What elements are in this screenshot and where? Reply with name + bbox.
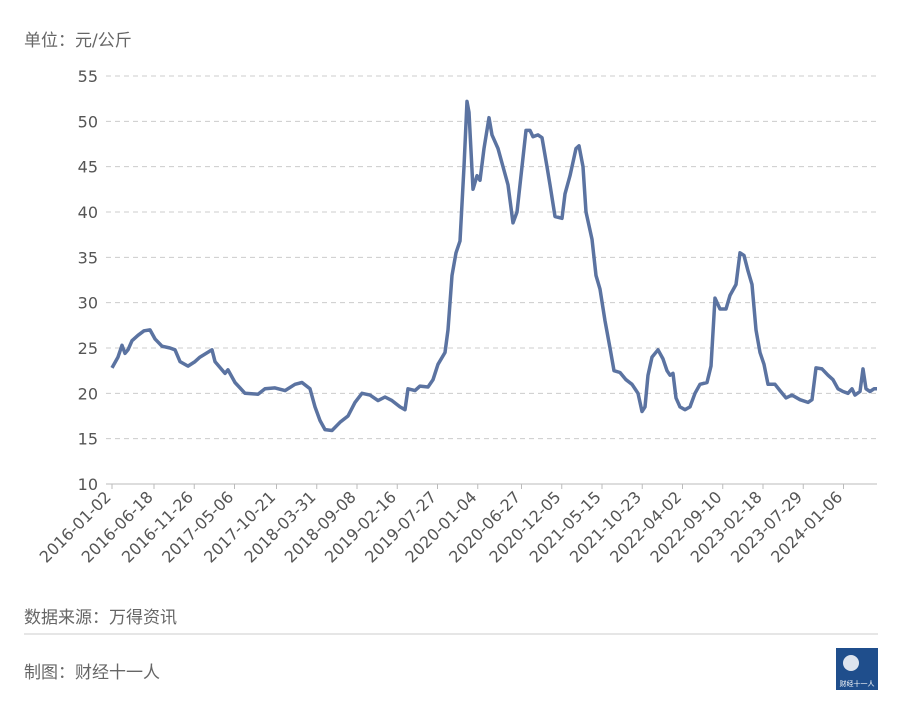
y-tick-label: 50 [78,112,98,131]
y-tick-label: 15 [78,430,98,449]
logo-text: 财经十一人 [840,679,875,688]
unit-label: 单位：元/公斤 [24,31,132,51]
source: 数据来源：万得资讯 [24,608,177,628]
y-tick-label: 35 [78,248,98,267]
y-tick-label: 40 [78,203,98,222]
logo [836,648,878,690]
logo-globe [843,655,859,671]
y-tick-label: 55 [78,67,98,86]
price-line [110,99,877,433]
y-tick-label: 20 [78,384,98,403]
credit: 制图：财经十一人 [24,663,160,683]
y-tick-label: 10 [78,475,98,494]
y-tick-label: 25 [78,339,98,358]
y-tick-label: 45 [78,158,98,177]
y-tick-label: 30 [78,294,98,313]
